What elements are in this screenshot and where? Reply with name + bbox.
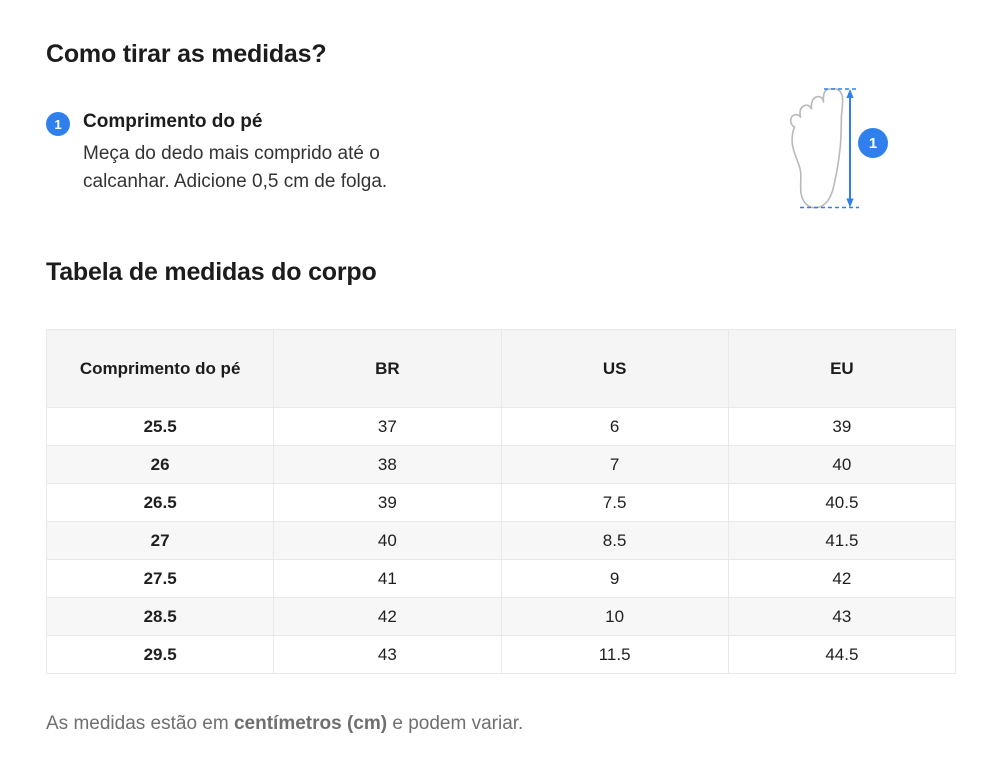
table-cell: 8.5 xyxy=(500,521,729,560)
table-row: 28.5 42 10 43 xyxy=(45,597,957,636)
instruction-description: Meça do dedo mais comprido até o calcanh… xyxy=(83,143,388,192)
foot-outline-icon xyxy=(789,87,859,209)
table-row: 26.5 39 7.5 40.5 xyxy=(45,483,957,522)
footnote-unit: centímetros (cm) xyxy=(233,713,388,734)
arrowhead-up xyxy=(846,89,854,98)
table-cell: 41.5 xyxy=(727,521,957,560)
table-cell: 39 xyxy=(273,483,502,522)
table-cell: 38 xyxy=(273,445,502,484)
table-row: 27.5 41 9 42 xyxy=(45,559,957,598)
table-cell: 42 xyxy=(273,597,502,636)
table-row: 26 38 7 40 xyxy=(45,445,957,484)
cell-foot-length: 29.5 xyxy=(45,635,275,674)
size-conversion-table: Comprimento do pé BR US EU 25.5 37 6 39 26 38… xyxy=(45,329,957,674)
instruction-title: Comprimento do pé xyxy=(83,111,263,132)
col-header-eu: EU xyxy=(727,329,957,408)
table-cell: 41 xyxy=(273,559,502,598)
table-cell: 37 xyxy=(273,407,502,446)
table-cell: 43 xyxy=(273,635,502,674)
table-cell: 7.5 xyxy=(500,483,729,522)
table-cell: 9 xyxy=(500,559,729,598)
cell-foot-length: 26 xyxy=(45,445,275,484)
instruction-text: Comprimento do pé Meça do dedo mais comp… xyxy=(83,111,438,196)
foot-length-diagram: 1 xyxy=(782,84,894,216)
diagram-step-badge: 1 xyxy=(858,128,888,158)
cell-foot-length: 27.5 xyxy=(45,559,275,598)
table-header-row: Comprimento do pé BR US EU xyxy=(45,329,957,408)
table-cell: 43 xyxy=(727,597,957,636)
table-row: 27 40 8.5 41.5 xyxy=(45,521,957,560)
table-section-title: Tabela de medidas do corpo xyxy=(46,258,377,286)
cell-foot-length: 27 xyxy=(45,521,275,560)
step-1-badge: 1 xyxy=(46,112,70,136)
table-cell: 40 xyxy=(273,521,502,560)
cell-foot-length: 26.5 xyxy=(45,483,275,522)
page-title: Como tirar as medidas? xyxy=(46,40,327,68)
table-cell: 40.5 xyxy=(727,483,957,522)
cell-foot-length: 25.5 xyxy=(45,407,275,446)
col-header-us: US xyxy=(500,329,729,408)
table-cell: 7 xyxy=(500,445,729,484)
table-cell: 42 xyxy=(727,559,957,598)
instruction-foot-length: 1 Comprimento do pé Meça do dedo mais co… xyxy=(46,111,955,196)
footnote-prefix: As medidas estão em xyxy=(46,713,234,734)
arrowhead-down xyxy=(846,198,854,208)
col-header-foot-length: Comprimento do pé xyxy=(45,329,275,408)
col-header-br: BR xyxy=(273,329,502,408)
table-cell: 44.5 xyxy=(727,635,957,674)
cell-foot-length: 28.5 xyxy=(45,597,275,636)
table-cell: 11.5 xyxy=(500,635,729,674)
table-cell: 6 xyxy=(500,407,729,446)
table-cell: 39 xyxy=(727,407,957,446)
table-row: 29.5 43 11.5 44.5 xyxy=(45,635,957,674)
footnote-suffix: e podem variar. xyxy=(387,713,524,734)
table-row: 25.5 37 6 39 xyxy=(45,407,957,446)
table-cell: 10 xyxy=(500,597,729,636)
footnote: As medidas estão em centímetros (cm) e p… xyxy=(46,713,955,735)
table-cell: 40 xyxy=(727,445,957,484)
